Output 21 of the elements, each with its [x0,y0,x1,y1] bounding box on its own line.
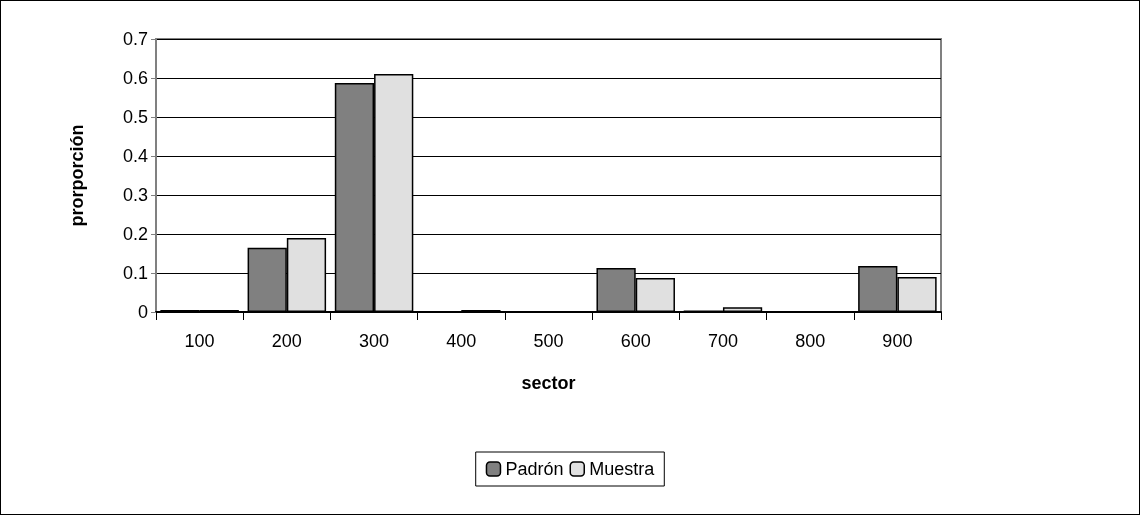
x-tick-label: 200 [271,331,302,351]
legend-label: Muestra [589,459,656,479]
x-tick-label: 100 [184,331,215,351]
x-tick-label: 500 [533,331,564,351]
x-tick-label: 600 [620,331,651,351]
x-tick-label: 400 [446,331,477,351]
y-tick-label: 0.7 [122,29,148,49]
y-tick-label: 0.1 [122,263,148,283]
y-tick-label: 0.6 [122,68,148,88]
x-tick-label: 800 [795,331,826,351]
y-axis-title: prorporción [67,124,87,227]
y-tick-label: 0 [137,302,148,322]
y-tick-label: 0.3 [122,185,148,205]
x-tick-label: 300 [359,331,390,351]
y-tick-label: 0.2 [122,224,148,244]
x-tick-label: 900 [882,331,913,351]
legend-label: Padrón [505,459,564,479]
y-tick-label: 0.5 [122,107,148,127]
y-tick-label: 0.4 [122,146,148,166]
x-axis-title: sector [521,373,576,393]
x-tick-label: 700 [707,331,738,351]
